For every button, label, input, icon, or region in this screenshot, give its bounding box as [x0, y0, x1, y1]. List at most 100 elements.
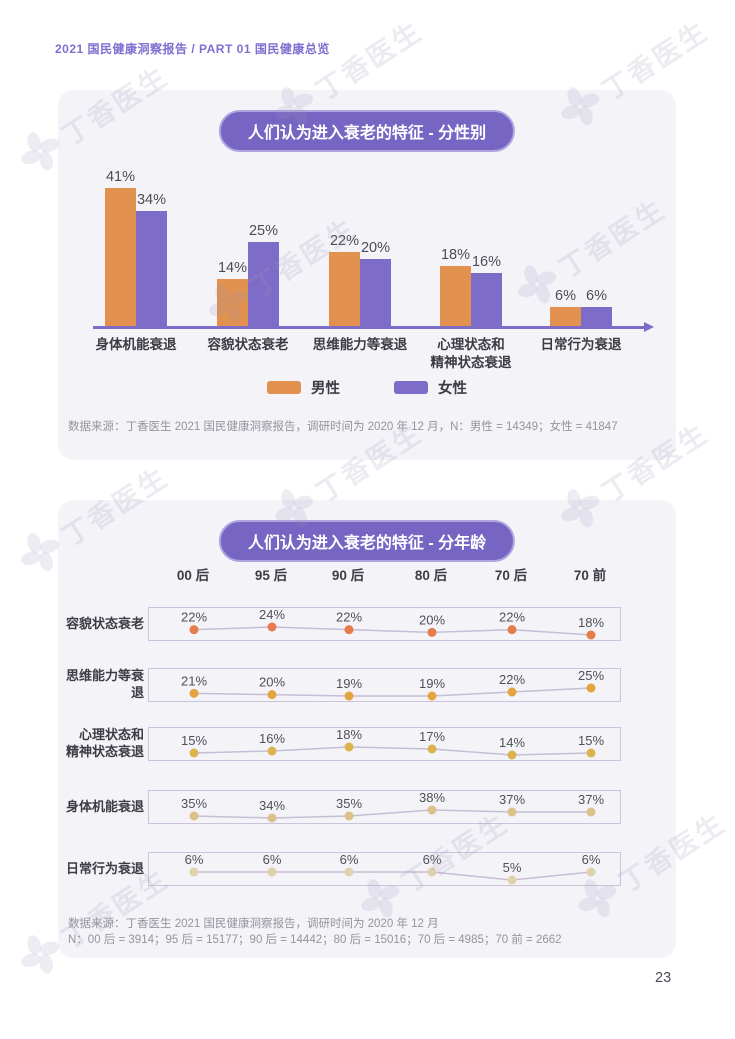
bar-wrap: 14% — [217, 260, 248, 327]
dot-value-label: 16% — [259, 731, 285, 746]
data-dot — [344, 811, 354, 821]
data-dot — [344, 867, 354, 877]
dot-value-label: 37% — [499, 792, 525, 807]
bar-group: 22% 20% — [329, 233, 391, 327]
axis-arrow-icon — [644, 322, 654, 332]
source-note-age-line2: N：00 后 = 3914；95 后 = 15177；90 后 = 14442；… — [68, 934, 562, 946]
age-chart-panel: 人们认为进入衰老的特征 - 分年龄 00 后 95 后 90 后 80 后 70 后 70… — [58, 500, 676, 958]
bar-value-label: 20% — [360, 240, 391, 256]
dot-value-label: 24% — [259, 607, 285, 622]
data-dot — [344, 691, 354, 701]
bar-女性 — [581, 306, 612, 327]
legend-label: 女性 — [438, 381, 467, 397]
bar-value-label: 34% — [136, 192, 167, 209]
legend-swatch — [267, 381, 301, 394]
data-dot — [507, 750, 517, 760]
legend-swatch — [394, 381, 428, 394]
legend: 男性 女性 — [58, 377, 676, 398]
age-col-header: 70 前 — [573, 568, 607, 583]
bar-男性 — [217, 279, 248, 327]
bar-wrap: 25% — [248, 223, 279, 327]
bar-wrap: 18% — [440, 247, 471, 327]
data-dot — [189, 688, 199, 698]
data-dot — [344, 625, 354, 635]
data-dot — [507, 875, 517, 885]
bar-女性 — [248, 242, 279, 327]
dot-value-label: 20% — [259, 675, 285, 690]
dot-value-label: 38% — [419, 790, 445, 805]
dot-value-label: 6% — [582, 852, 601, 867]
x-axis — [93, 322, 654, 332]
category-label: 身体机能衰退 — [95, 337, 177, 352]
dot-value-label: 17% — [419, 729, 445, 744]
dot-value-label: 22% — [336, 610, 362, 625]
bar-wrap: 6% — [581, 288, 612, 327]
age-col-header: 80 后 — [414, 568, 448, 583]
data-dot — [344, 742, 354, 752]
legend-item: 男性 — [267, 377, 340, 398]
dot-value-label: 25% — [578, 668, 604, 683]
data-dot — [586, 867, 596, 877]
gender-chart-panel: 人们认为进入衰老的特征 - 分性别 41% 34% 身体机能衰退 14% 25% 容貌状态… — [58, 90, 676, 460]
trend-line — [193, 746, 592, 756]
dot-value-label: 18% — [336, 727, 362, 742]
bar-wrap: 41% — [105, 169, 136, 327]
dot-value-label: 22% — [181, 610, 207, 625]
bar-value-label: 16% — [471, 253, 502, 270]
dot-value-label: 19% — [419, 676, 445, 691]
data-dot — [427, 867, 437, 877]
data-dot — [586, 683, 596, 693]
source-note-age: 数据来源：丁香医生 2021 国民健康洞察报告，调研时间为 2020 年 12 … — [68, 916, 664, 948]
bar-value-label: 6% — [555, 287, 576, 304]
dot-value-label: 5% — [503, 860, 522, 875]
category-label: 思维能力等衰退 — [312, 337, 408, 352]
bar-男性 — [105, 187, 136, 327]
data-dot — [267, 622, 277, 632]
age-col-header: 00 后 — [176, 568, 210, 583]
source-note-gender: 数据来源：丁香医生 2021 国民健康洞察报告，调研时间为 2020 年 12 … — [68, 421, 618, 433]
row-chart-box: 15% 16% 18% 17% 14% 15% — [148, 727, 621, 761]
trend-line — [194, 871, 592, 881]
dot-value-label: 37% — [578, 792, 604, 807]
row-chart-box: 22% 24% 22% 20% 22% 18% — [148, 607, 621, 641]
data-dot — [427, 627, 437, 637]
row-chart-box: 6% 6% 6% 6% 5% 6% — [148, 852, 621, 886]
age-chart-title: 人们认为进入衰老的特征 - 分年龄 — [218, 520, 516, 562]
data-dot — [189, 625, 199, 635]
dot-value-label: 6% — [340, 852, 359, 867]
bar-value-label: 6% — [586, 287, 607, 304]
data-dot — [427, 805, 437, 815]
bar-女性 — [471, 272, 502, 327]
bar-value-label: 41% — [105, 168, 136, 185]
data-dot — [507, 807, 517, 817]
data-dot — [586, 748, 596, 758]
dot-value-label: 22% — [499, 672, 525, 687]
legend-label: 男性 — [311, 381, 340, 397]
dot-value-label: 22% — [499, 610, 525, 625]
dot-value-label: 35% — [181, 796, 207, 811]
trend-line — [193, 626, 592, 636]
bar-女性 — [360, 259, 391, 327]
bar-wrap: 22% — [329, 233, 360, 327]
bar-wrap: 16% — [471, 254, 502, 327]
bar-男性 — [329, 252, 360, 327]
dot-value-label: 14% — [499, 735, 525, 750]
age-col-header: 70 后 — [494, 568, 528, 583]
bar-group: 14% 25% — [217, 223, 279, 327]
row-label: 日常行为衰退 — [65, 860, 144, 876]
bar-wrap: 6% — [550, 288, 581, 327]
dot-value-label: 20% — [419, 612, 445, 627]
report-header: 2021 国民健康洞察报告 / PART 01 国民健康总览 — [55, 42, 330, 56]
age-col-header: 95 后 — [254, 568, 288, 583]
row-chart-box: 35% 34% 35% 38% 37% 37% — [148, 790, 621, 824]
trend-line — [193, 687, 592, 697]
row-label: 心理状态和 精神状态衰退 — [65, 727, 144, 759]
category-label: 容貌状态衰老 — [207, 337, 289, 352]
category-label: 心理状态和 精神状态衰退 — [430, 337, 512, 371]
source-note-age-line1: 数据来源：丁香医生 2021 国民健康洞察报告，调研时间为 2020 年 12 … — [68, 918, 439, 930]
bar-group: 6% 6% — [550, 288, 612, 327]
bar-value-label: 14% — [217, 260, 248, 277]
row-chart-box: 21% 20% 19% 19% 22% 25% — [148, 668, 621, 702]
bar-group: 18% 16% — [440, 247, 502, 327]
gender-chart-title: 人们认为进入衰老的特征 - 分性别 — [218, 110, 516, 152]
